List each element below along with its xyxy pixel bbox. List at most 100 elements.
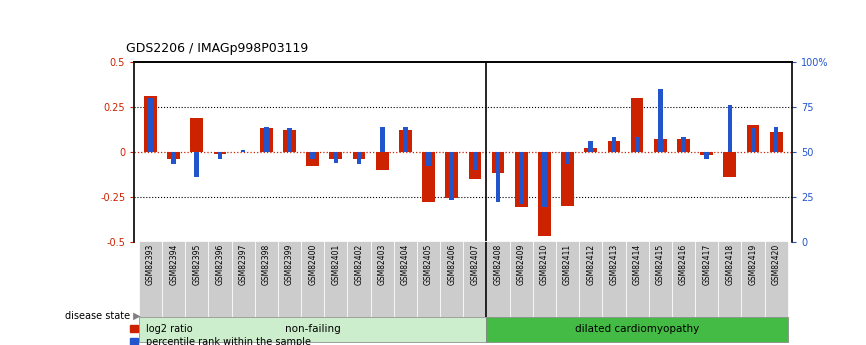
Text: GSM82409: GSM82409 (517, 244, 526, 285)
Bar (357, 152, 361, 164)
Bar (214, 152, 226, 154)
Bar (751, 128, 755, 152)
Bar (608, 141, 620, 152)
Bar (394, 241, 417, 317)
Bar (677, 139, 690, 152)
Text: GSM82396: GSM82396 (216, 244, 224, 285)
Bar (347, 241, 371, 317)
Bar (171, 152, 176, 164)
Bar (741, 241, 765, 317)
Bar (770, 132, 783, 152)
Text: disease state: disease state (65, 311, 130, 321)
Bar (167, 152, 180, 159)
Bar (542, 152, 546, 207)
Bar (487, 317, 788, 342)
Bar (469, 152, 481, 179)
Text: GSM82412: GSM82412 (586, 244, 595, 285)
Bar (718, 241, 741, 317)
Bar (533, 241, 556, 317)
Text: GSM82404: GSM82404 (401, 244, 410, 285)
Bar (264, 127, 268, 152)
Bar (278, 241, 301, 317)
Bar (515, 152, 527, 207)
Bar (774, 127, 779, 152)
Text: GSM82410: GSM82410 (540, 244, 549, 285)
Text: dilated cardiomyopathy: dilated cardiomyopathy (575, 325, 699, 334)
Bar (333, 152, 338, 162)
Bar (217, 152, 223, 159)
Bar (492, 152, 504, 173)
Bar (209, 241, 231, 317)
Bar (765, 241, 788, 317)
Text: GDS2206 / IMAGp998P03119: GDS2206 / IMAGp998P03119 (126, 42, 307, 55)
Bar (519, 152, 524, 204)
Bar (329, 152, 342, 159)
Text: non-failing: non-failing (285, 325, 340, 334)
Bar (231, 241, 255, 317)
Bar (144, 96, 157, 152)
Bar (611, 137, 617, 152)
Text: GSM82393: GSM82393 (146, 244, 155, 285)
Bar (399, 130, 411, 152)
Text: GSM82413: GSM82413 (610, 244, 618, 285)
Text: GSM82418: GSM82418 (726, 244, 734, 285)
Bar (463, 241, 487, 317)
Bar (585, 148, 598, 152)
Bar (654, 139, 667, 152)
Text: GSM82397: GSM82397 (239, 244, 248, 285)
Bar (324, 241, 347, 317)
Text: GSM82415: GSM82415 (656, 244, 665, 285)
Bar (510, 241, 533, 317)
Bar (473, 152, 477, 170)
Bar (556, 241, 579, 317)
Bar (723, 152, 736, 177)
Bar (195, 152, 199, 177)
Bar (701, 152, 713, 155)
Bar (241, 150, 245, 152)
Bar (495, 152, 501, 202)
Bar (283, 130, 296, 152)
Bar (301, 241, 324, 317)
Bar (565, 152, 570, 164)
Bar (449, 152, 454, 200)
Bar (162, 241, 185, 317)
Text: GSM82394: GSM82394 (169, 244, 178, 285)
Text: GSM82406: GSM82406 (447, 244, 456, 285)
Bar (635, 137, 639, 152)
Text: GSM82417: GSM82417 (702, 244, 711, 285)
Bar (148, 98, 152, 152)
Bar (376, 152, 389, 170)
Text: GSM82401: GSM82401 (332, 244, 340, 285)
Bar (422, 152, 435, 202)
Text: GSM82400: GSM82400 (308, 244, 317, 285)
Bar (561, 152, 574, 206)
Bar (682, 137, 686, 152)
Bar (672, 241, 695, 317)
Text: GSM82414: GSM82414 (633, 244, 642, 285)
Bar (695, 241, 718, 317)
Bar (352, 152, 365, 159)
Bar (589, 141, 593, 152)
Bar (260, 128, 273, 152)
Text: GSM82407: GSM82407 (470, 244, 480, 285)
Text: ▶: ▶ (130, 311, 140, 321)
Text: GSM82405: GSM82405 (424, 244, 433, 285)
Text: GSM82399: GSM82399 (285, 244, 294, 285)
Text: GSM82403: GSM82403 (378, 244, 387, 285)
Bar (139, 241, 162, 317)
Text: GSM82408: GSM82408 (494, 244, 502, 285)
Bar (440, 241, 463, 317)
Bar (658, 89, 662, 152)
Bar (371, 241, 394, 317)
Text: GSM82416: GSM82416 (679, 244, 688, 285)
Bar (417, 241, 440, 317)
Text: GSM82395: GSM82395 (192, 244, 201, 285)
Text: GSM82420: GSM82420 (772, 244, 780, 285)
Legend: log2 ratio, percentile rank within the sample: log2 ratio, percentile rank within the s… (131, 324, 311, 345)
Bar (426, 152, 431, 166)
Bar (307, 152, 319, 166)
Bar (288, 128, 292, 152)
Bar (255, 241, 278, 317)
Bar (649, 241, 672, 317)
Bar (380, 127, 385, 152)
